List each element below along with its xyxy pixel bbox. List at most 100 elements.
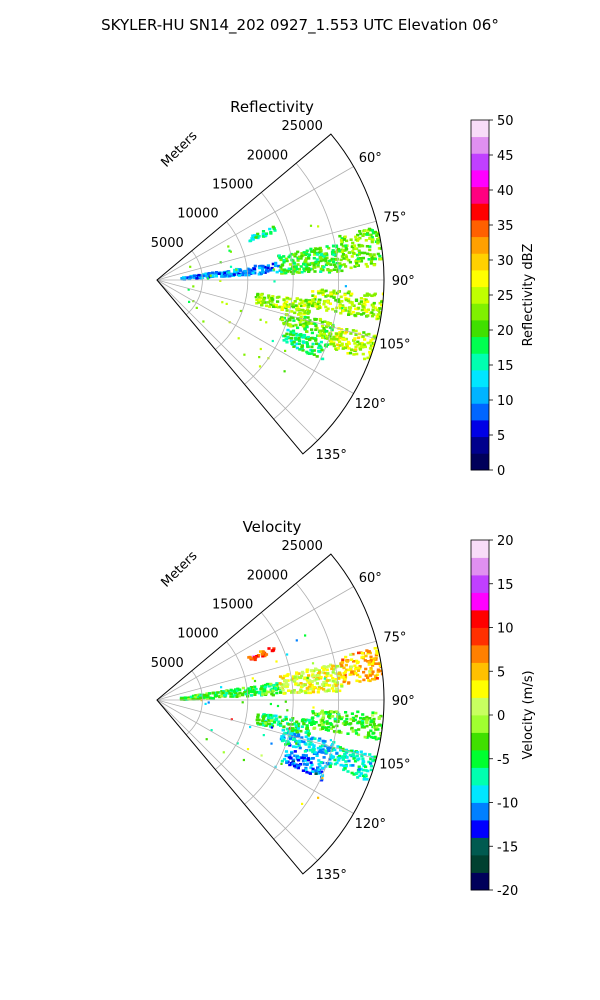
- echo-cell: [377, 737, 381, 740]
- echo-cell: [295, 334, 299, 337]
- echo-cell: [328, 761, 332, 765]
- echo-cell: [360, 308, 364, 312]
- echo-cell: [338, 689, 342, 693]
- echo-cell: [297, 255, 302, 259]
- echo-cell: [270, 687, 275, 691]
- echo-cell: [371, 308, 375, 312]
- echo-cell: [344, 244, 348, 247]
- echo-cell: [326, 762, 330, 766]
- colorbar-segment: [471, 203, 489, 221]
- echo-cell: [270, 300, 274, 303]
- echo-cell: [344, 760, 348, 763]
- echo-cell: [364, 262, 368, 266]
- echo-cell: [307, 732, 311, 735]
- echo-cell: [261, 301, 265, 304]
- echo-cell: [375, 308, 379, 312]
- echo-cell: [340, 683, 344, 686]
- echo-cell: [378, 301, 382, 305]
- echo-cell: [330, 250, 335, 254]
- echo-cell: [295, 346, 299, 350]
- echo-cell: [371, 714, 375, 717]
- echo-cell: [287, 756, 291, 759]
- echo-cell: [229, 265, 233, 268]
- echo-cell: [239, 309, 242, 313]
- echo-cell: [303, 690, 307, 693]
- echo-cell: [351, 652, 355, 656]
- echo-cell: [335, 682, 340, 686]
- echo-cell: [271, 693, 275, 697]
- echo-cell: [356, 257, 360, 261]
- echo-cell: [282, 739, 286, 742]
- echo-cell: [308, 300, 312, 304]
- echo-cell: [361, 717, 366, 721]
- echo-cell: [341, 309, 345, 313]
- grid-spoke: [156, 586, 354, 701]
- echo-cell: [340, 237, 344, 240]
- echo-cell: [336, 300, 340, 303]
- colorbar-tick-label: 45: [497, 149, 514, 164]
- echo-cell: [288, 297, 292, 301]
- colorbar-segment: [471, 575, 489, 593]
- echo-cell: [342, 263, 346, 266]
- echo-cell: [358, 342, 362, 345]
- echo-cell: [368, 341, 373, 344]
- echo-field: [180, 225, 384, 361]
- echo-cell: [374, 675, 378, 679]
- echo-cell: [295, 742, 298, 745]
- echo-cell: [307, 267, 311, 270]
- echo-cell: [363, 752, 367, 756]
- echo-cell: [358, 251, 362, 254]
- echo-cell: [362, 726, 366, 729]
- echo-cell: [363, 294, 367, 297]
- echo-cell: [298, 348, 302, 351]
- echo-cell: [313, 679, 317, 682]
- echo-cell: [349, 266, 353, 270]
- echo-cell: [319, 761, 323, 764]
- echo-cell: [295, 267, 299, 271]
- echo-cell: [362, 307, 366, 311]
- echo-cell: [292, 331, 296, 335]
- echo-cell: [345, 721, 349, 724]
- echo-cell: [317, 346, 321, 350]
- echo-cell: [289, 316, 293, 319]
- echo-cell: [296, 326, 300, 330]
- velocity-panel: Velocity 50001000015000200002500060°75°9…: [151, 518, 536, 899]
- colorbar-segment: [471, 270, 489, 288]
- echo-cell: [308, 691, 312, 695]
- echo-cell: [220, 686, 223, 689]
- echo-cell: [314, 247, 318, 251]
- echo-cell: [377, 247, 381, 250]
- echo-cell: [248, 655, 252, 659]
- echo-cell: [363, 251, 367, 255]
- echo-cell: [373, 657, 377, 660]
- echo-cell: [261, 651, 265, 654]
- echo-cell: [322, 265, 326, 269]
- echo-cell: [343, 338, 347, 341]
- echo-cell: [344, 711, 348, 714]
- echo-cell: [292, 319, 296, 322]
- echo-cell: [362, 774, 366, 778]
- echo-cell: [372, 301, 376, 305]
- echo-cell: [288, 763, 292, 767]
- echo-cell: [273, 280, 276, 283]
- echo-cell: [235, 689, 239, 693]
- echo-cell: [310, 721, 314, 724]
- echo-cell: [205, 738, 208, 741]
- echo-cell: [338, 234, 342, 238]
- echo-cell: [253, 271, 257, 275]
- echo-cell: [296, 734, 301, 738]
- echo-cell: [281, 728, 285, 732]
- colorbar-tick-label: 40: [497, 184, 514, 199]
- echo-cell: [315, 342, 319, 345]
- echo-cell: [366, 314, 370, 317]
- echo-cell: [371, 303, 375, 306]
- echo-cell: [223, 271, 227, 275]
- echo-cell: [246, 692, 250, 695]
- echo-cell: [287, 733, 291, 736]
- echo-cell: [308, 319, 312, 322]
- colorbar-tick-label: 20: [497, 534, 514, 549]
- echo-cell: [297, 691, 301, 694]
- echo-cell: [338, 265, 342, 268]
- echo-cell: [246, 687, 250, 691]
- echo-cell: [275, 717, 279, 721]
